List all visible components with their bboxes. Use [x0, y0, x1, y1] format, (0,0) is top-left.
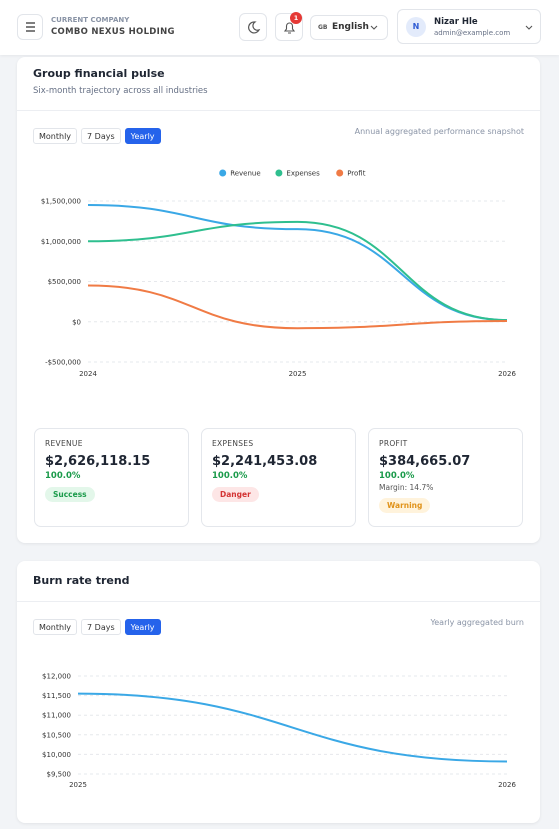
legend-marker	[275, 169, 283, 177]
stat-value: $384,665.07	[379, 454, 471, 469]
stat-label: REVENUE	[45, 439, 83, 448]
panel-title: Group financial pulse	[33, 67, 165, 80]
y-tick-label: $10,500	[42, 731, 71, 739]
stat-label: EXPENSES	[212, 439, 254, 448]
tab[interactable]: Yearly	[124, 128, 161, 144]
status-badge: Warning	[379, 498, 431, 513]
tab[interactable]: 7 Days	[81, 128, 121, 144]
panel-title: Burn rate trend	[33, 574, 130, 587]
language-code: GB	[318, 24, 328, 31]
moon-icon	[248, 21, 261, 34]
company-name: COMBO NEXUS HOLDING	[51, 27, 175, 37]
chart: -$500,000 $0 $500,000 $1,000,000 $1,500,000 2…	[41, 169, 516, 378]
y-tick-label: $12,000	[42, 673, 71, 681]
y-tick-label: $11,000	[42, 712, 71, 720]
stat-value: $2,241,453.08	[212, 454, 318, 469]
panel-subtitle: Six-month trajectory across all industri…	[33, 86, 208, 96]
theme-button[interactable]	[239, 13, 267, 41]
bell-icon	[283, 22, 296, 34]
user-name: Nizar Hle	[434, 17, 478, 27]
status-badge: Success	[45, 487, 95, 502]
stat-change: 100.0%	[45, 471, 81, 481]
y-tick-label: $10,000	[42, 751, 71, 759]
stat-change: 100.0%	[212, 471, 248, 481]
tab-group: Monthly 7 Days Yearly	[33, 124, 165, 144]
language-button[interactable]: GB English	[310, 15, 388, 40]
line	[77, 692, 508, 763]
language: English	[332, 22, 369, 32]
x-tick-label: 2025	[69, 781, 87, 789]
status-badge: Danger	[212, 487, 259, 502]
user-menu[interactable]: N Nizar Hle admin@example.com	[397, 9, 541, 44]
legend-marker	[336, 169, 344, 177]
chevron	[525, 25, 533, 30]
y-tick-label: $1,000,000	[41, 238, 81, 246]
y-tick-label: $11,500	[42, 692, 71, 700]
y-tick-label: $9,500	[47, 771, 72, 779]
tab[interactable]: 7 Days	[81, 619, 121, 635]
x-tick-label: 2026	[498, 370, 516, 378]
header: CURRENT COMPANY COMBO NEXUS HOLDING 1 GB…	[0, 0, 559, 55]
y-tick-label: $0	[72, 318, 81, 326]
stat-extra: Margin: 14.7%	[379, 483, 434, 492]
chart: $9,500 $10,000 $10,500 $11,000 $11,500 $12,00…	[42, 673, 516, 790]
menu-icon	[26, 22, 35, 32]
line	[87, 204, 508, 322]
stat-card: PROFIT $384,665.07 100.0% Margin: 14.7% Warn…	[368, 428, 523, 527]
tab[interactable]: Monthly	[33, 128, 78, 144]
stat-change: 100.0%	[379, 471, 415, 481]
user-email: admin@example.com	[434, 29, 511, 37]
stat-card: EXPENSES $2,241,453.08 100.0% Danger	[201, 428, 356, 527]
x-tick-label: 2024	[79, 370, 97, 378]
notification-badge: 1	[290, 12, 302, 24]
x-tick-label: 2026	[498, 781, 516, 789]
legend-marker	[219, 169, 227, 177]
company-label: CURRENT COMPANY	[51, 16, 130, 24]
menu-button[interactable]	[17, 14, 43, 40]
tab[interactable]: Monthly	[33, 619, 78, 635]
tab[interactable]: Yearly	[124, 619, 161, 635]
legend-label: Revenue	[230, 170, 261, 178]
x-tick-label: 2025	[289, 370, 307, 378]
stat-label: PROFIT	[379, 439, 408, 448]
legend-label: Profit	[347, 170, 366, 178]
divider	[17, 110, 540, 111]
avatar: N	[406, 17, 426, 37]
panel-note: Annual aggregated performance snapshot	[354, 127, 524, 136]
legend-label: Expenses	[286, 170, 320, 178]
panel-note: Yearly aggregated burn	[430, 618, 524, 627]
panel: Burn rate trend Monthly 7 Days Yearly Year…	[17, 561, 540, 823]
divider	[17, 601, 540, 602]
line	[87, 284, 508, 330]
y-tick-label: $500,000	[48, 278, 81, 286]
stat-card: REVENUE $2,626,118.15 100.0% Success	[34, 428, 189, 527]
tab-group: Monthly 7 Days Yearly	[33, 615, 165, 635]
chevron	[370, 25, 378, 30]
y-tick-label: -$500,000	[45, 359, 81, 367]
y-tick-label: $1,500,000	[41, 198, 81, 206]
line	[87, 220, 508, 322]
stat-value: $2,626,118.15	[45, 454, 151, 469]
